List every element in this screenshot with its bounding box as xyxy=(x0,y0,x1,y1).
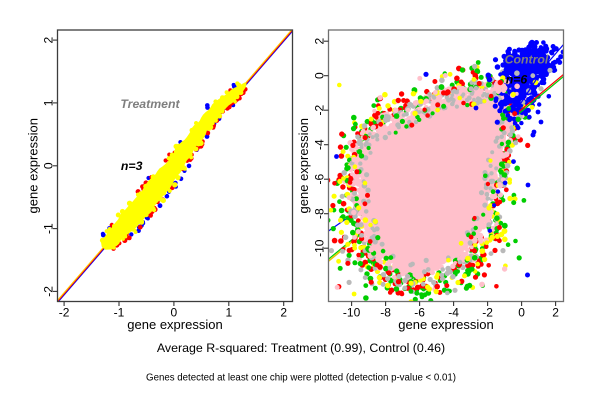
svg-text:2: 2 xyxy=(313,38,327,45)
svg-text:Average R-squared: Treatment (: Average R-squared: Treatment (0.99), Con… xyxy=(157,341,445,355)
svg-text:-8: -8 xyxy=(313,208,327,219)
svg-text:0: 0 xyxy=(171,305,178,319)
svg-text:-2: -2 xyxy=(59,305,70,319)
svg-text:gene expression: gene expression xyxy=(296,118,311,213)
svg-text:-1: -1 xyxy=(114,305,125,319)
svg-text:-10: -10 xyxy=(343,305,361,319)
svg-text:Treatment: Treatment xyxy=(120,97,180,111)
svg-text:1: 1 xyxy=(225,305,232,319)
svg-text:1: 1 xyxy=(42,99,56,106)
svg-text:-4: -4 xyxy=(313,139,327,150)
svg-text:-10: -10 xyxy=(313,239,327,257)
svg-text:0: 0 xyxy=(313,72,327,79)
svg-text:2: 2 xyxy=(42,36,56,43)
svg-text:2: 2 xyxy=(280,305,287,319)
svg-text:gene expression: gene expression xyxy=(26,118,41,213)
svg-text:gene expression: gene expression xyxy=(127,317,222,332)
svg-text:-4: -4 xyxy=(448,305,459,319)
svg-text:-8: -8 xyxy=(380,305,391,319)
svg-text:0: 0 xyxy=(42,162,56,169)
svg-text:-2: -2 xyxy=(482,305,493,319)
svg-text:-2: -2 xyxy=(313,105,327,116)
svg-text:0: 0 xyxy=(518,305,525,319)
svg-text:-1: -1 xyxy=(42,223,56,234)
svg-text:-2: -2 xyxy=(42,286,56,297)
svg-text:n=3: n=3 xyxy=(121,159,143,173)
svg-text:n=6: n=6 xyxy=(506,72,528,86)
svg-text:Control: Control xyxy=(505,53,549,67)
svg-text:2: 2 xyxy=(552,305,559,319)
svg-text:Genes detected at least one ch: Genes detected at least one chip were pl… xyxy=(146,372,456,383)
svg-text:-6: -6 xyxy=(313,174,327,185)
svg-text:-6: -6 xyxy=(414,305,425,319)
svg-text:gene expression: gene expression xyxy=(398,317,493,332)
